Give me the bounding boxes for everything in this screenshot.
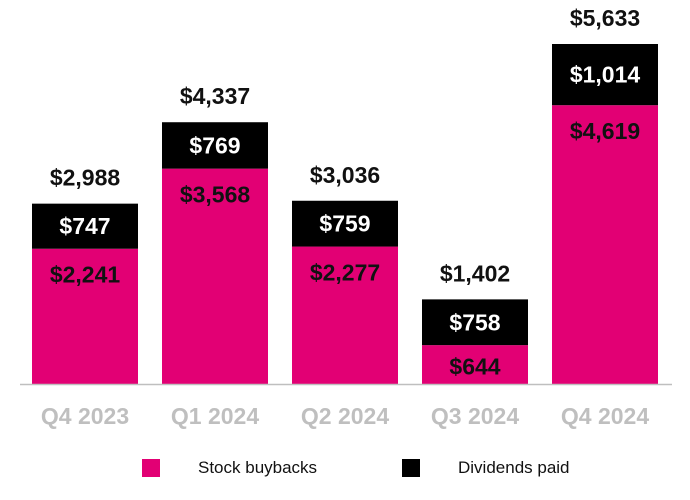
data-label-buybacks: $644 <box>449 354 500 380</box>
x-tick-label: Q1 2024 <box>171 403 259 429</box>
legend-label-dividends: Dividends paid <box>458 458 570 477</box>
data-label-dividends: $759 <box>319 211 370 237</box>
legend-swatch-buybacks <box>142 459 160 477</box>
legend-item-buybacks: Stock buybacks <box>142 456 317 480</box>
bar-buybacks <box>422 345 528 384</box>
data-label-total: $1,402 <box>440 260 510 286</box>
data-label-total: $3,036 <box>310 162 380 188</box>
x-tick-label: Q3 2024 <box>431 403 519 429</box>
legend-label-buybacks: Stock buybacks <box>198 458 318 477</box>
bar-dividends <box>32 203 138 249</box>
bar-buybacks <box>292 246 398 384</box>
bar-dividends <box>292 200 398 247</box>
data-label-buybacks: $2,277 <box>310 260 380 286</box>
bar-buybacks <box>32 248 138 384</box>
data-label-dividends: $747 <box>59 213 110 239</box>
data-label-buybacks: $4,619 <box>570 118 640 144</box>
data-label-total: $4,337 <box>180 83 250 109</box>
data-label-dividends: $1,014 <box>570 62 641 88</box>
legend-item-dividends: Dividends paid <box>402 456 570 480</box>
legend-swatch-dividends <box>402 459 420 477</box>
data-label-dividends: $758 <box>449 309 500 335</box>
bar-dividends <box>162 122 268 169</box>
x-tick-label: Q4 2023 <box>41 403 129 429</box>
x-tick-label: Q4 2024 <box>561 403 649 429</box>
data-label-dividends: $769 <box>189 132 240 158</box>
data-label-buybacks: $3,568 <box>180 182 251 208</box>
data-label-buybacks: $2,241 <box>50 262 121 288</box>
bar-buybacks <box>552 105 658 385</box>
bar-dividends <box>552 44 658 106</box>
bar-dividends <box>422 299 528 346</box>
bar-buybacks <box>162 168 268 384</box>
x-tick-label: Q2 2024 <box>301 403 389 429</box>
data-label-total: $2,988 <box>50 165 121 191</box>
data-label-total: $5,633 <box>570 5 640 31</box>
